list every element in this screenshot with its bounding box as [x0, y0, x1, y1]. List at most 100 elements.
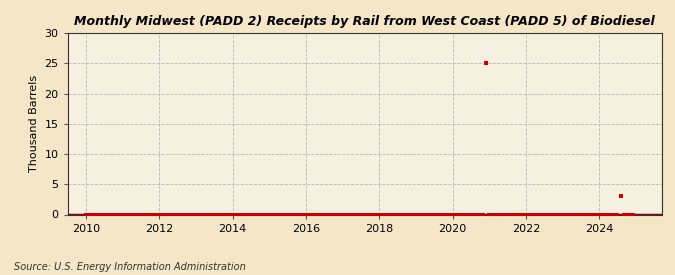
Point: [236, 212, 247, 217]
Point: [548, 212, 559, 217]
Point: [352, 212, 363, 217]
Point: [426, 212, 437, 217]
Point: [398, 212, 409, 217]
Point: [545, 212, 556, 217]
Point: [591, 212, 601, 217]
Point: [92, 212, 103, 217]
Point: [466, 212, 477, 217]
Point: [450, 212, 461, 217]
Point: [358, 212, 369, 217]
Point: [377, 212, 387, 217]
Point: [182, 212, 192, 217]
Point: [331, 212, 342, 217]
Point: [242, 212, 253, 217]
Point: [117, 212, 128, 217]
Point: [478, 212, 489, 217]
Point: [627, 212, 638, 217]
Point: [536, 212, 547, 217]
Point: [86, 212, 97, 217]
Point: [196, 212, 207, 217]
Point: [273, 212, 284, 217]
Point: [481, 61, 491, 65]
Point: [313, 212, 323, 217]
Point: [270, 212, 281, 217]
Point: [240, 212, 250, 217]
Point: [380, 212, 391, 217]
Point: [138, 212, 149, 217]
Point: [438, 212, 449, 217]
Point: [209, 212, 219, 217]
Point: [224, 212, 235, 217]
Point: [356, 212, 367, 217]
Point: [304, 212, 315, 217]
Point: [496, 212, 507, 217]
Point: [261, 212, 271, 217]
Point: [142, 212, 153, 217]
Point: [410, 212, 421, 217]
Point: [292, 212, 302, 217]
Point: [582, 212, 593, 217]
Point: [316, 212, 327, 217]
Point: [462, 212, 473, 217]
Point: [505, 212, 516, 217]
Point: [154, 212, 165, 217]
Point: [572, 212, 583, 217]
Point: [518, 212, 529, 217]
Point: [484, 212, 495, 217]
Point: [322, 212, 333, 217]
Point: [395, 212, 406, 217]
Point: [337, 212, 348, 217]
Y-axis label: Thousand Barrels: Thousand Barrels: [29, 75, 38, 172]
Point: [371, 212, 381, 217]
Point: [597, 212, 608, 217]
Point: [230, 212, 241, 217]
Point: [102, 212, 113, 217]
Point: [401, 212, 412, 217]
Point: [319, 212, 329, 217]
Point: [453, 212, 464, 217]
Point: [218, 212, 229, 217]
Point: [234, 212, 244, 217]
Point: [212, 212, 223, 217]
Point: [151, 212, 161, 217]
Point: [475, 212, 485, 217]
Point: [368, 212, 379, 217]
Point: [126, 212, 137, 217]
Point: [306, 212, 317, 217]
Point: [603, 212, 614, 217]
Point: [533, 212, 543, 217]
Point: [588, 212, 599, 217]
Point: [148, 212, 159, 217]
Point: [276, 212, 287, 217]
Point: [294, 212, 305, 217]
Point: [560, 212, 571, 217]
Point: [340, 212, 351, 217]
Point: [206, 212, 217, 217]
Point: [288, 212, 299, 217]
Point: [414, 212, 425, 217]
Point: [487, 212, 497, 217]
Point: [166, 212, 177, 217]
Point: [120, 212, 131, 217]
Point: [227, 212, 238, 217]
Point: [423, 212, 433, 217]
Point: [346, 212, 357, 217]
Point: [328, 212, 339, 217]
Point: [132, 212, 143, 217]
Point: [200, 212, 211, 217]
Point: [184, 212, 195, 217]
Point: [618, 212, 629, 217]
Point: [188, 212, 198, 217]
Point: [392, 212, 403, 217]
Point: [502, 212, 513, 217]
Point: [511, 212, 522, 217]
Title: Monthly Midwest (PADD 2) Receipts by Rail from West Coast (PADD 5) of Biodiesel: Monthly Midwest (PADD 2) Receipts by Rai…: [74, 15, 655, 28]
Point: [298, 212, 308, 217]
Point: [456, 212, 467, 217]
Point: [432, 212, 443, 217]
Point: [606, 212, 617, 217]
Point: [310, 212, 321, 217]
Point: [362, 212, 373, 217]
Point: [202, 212, 213, 217]
Text: Source: U.S. Energy Information Administration: Source: U.S. Energy Information Administ…: [14, 262, 245, 272]
